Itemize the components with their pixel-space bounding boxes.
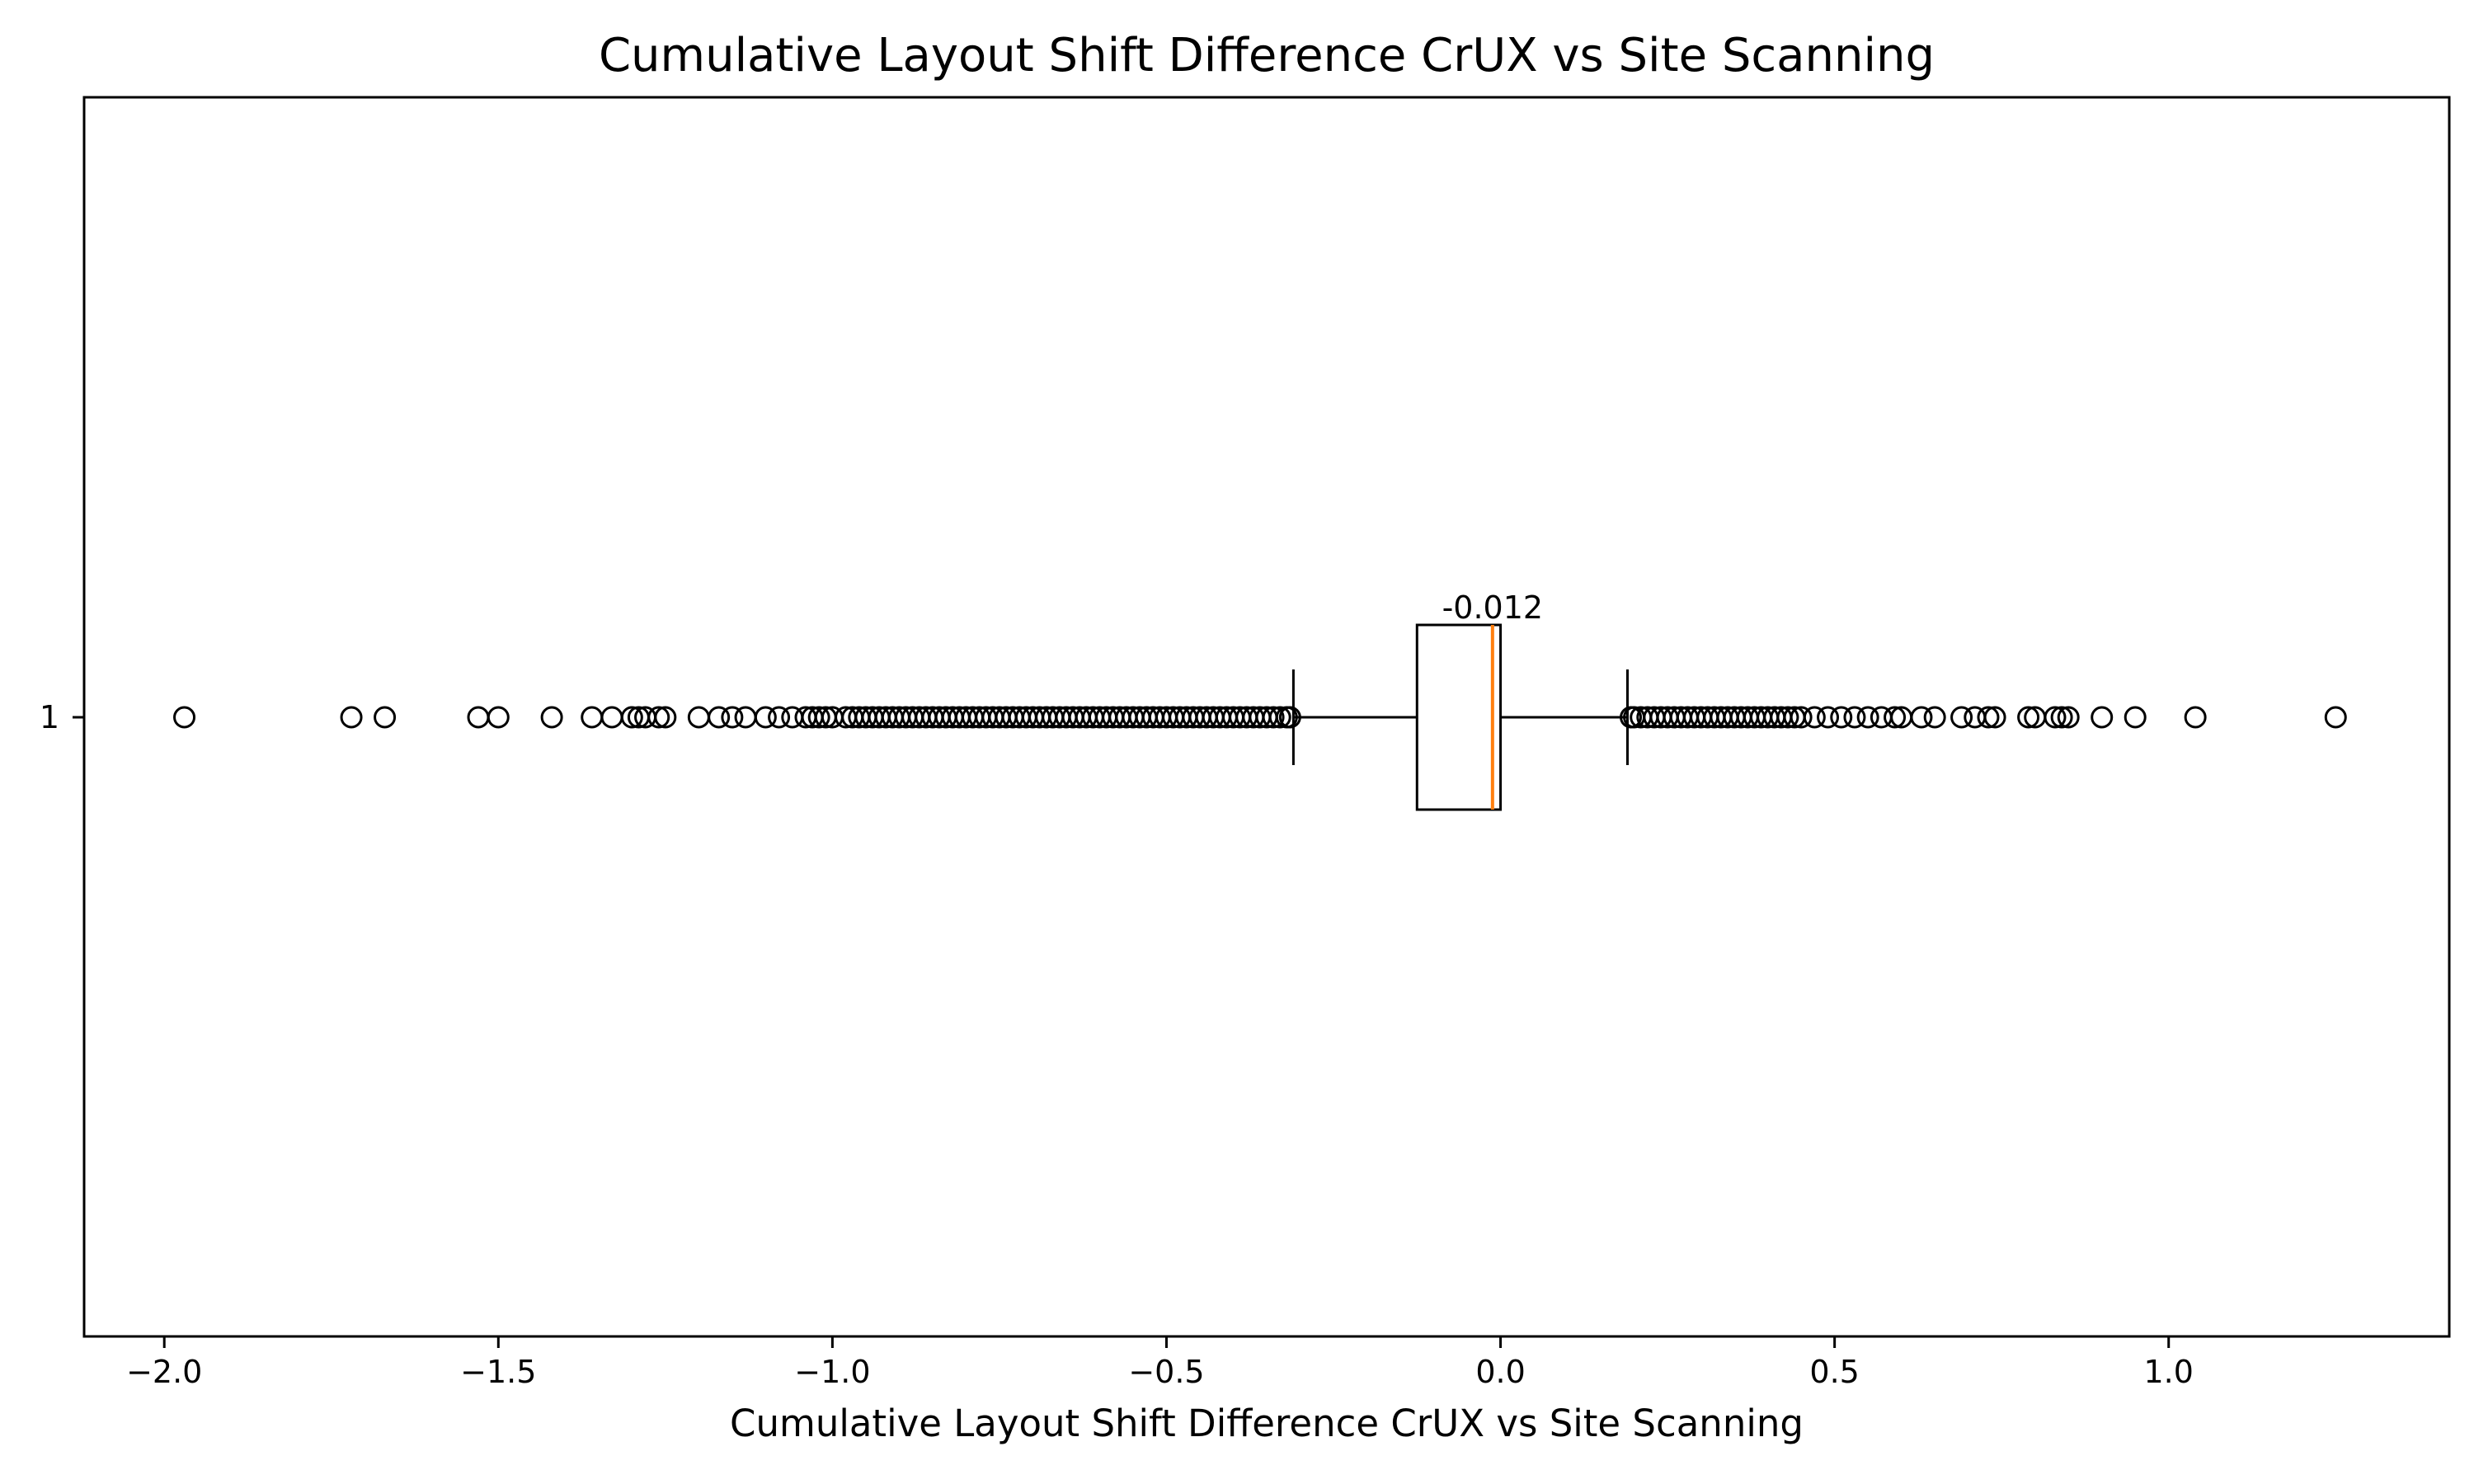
outlier-point — [1830, 706, 1853, 729]
outlier-point — [2324, 706, 2347, 729]
outlier-point — [2057, 706, 2080, 729]
outlier-point — [1950, 706, 1973, 729]
x-axis-label: Cumulative Layout Shift Difference CrUX … — [730, 1402, 1804, 1445]
outlier-point — [374, 706, 397, 729]
outlier-point — [1856, 706, 1879, 729]
outlier-point — [1910, 706, 1933, 729]
outlier-point — [647, 706, 670, 729]
x-axis-ticks: −2.0 −1.5 −1.0 −0.5 0.0 0.5 1.0 — [126, 1336, 2194, 1390]
outlier-point — [2017, 706, 2040, 729]
x-tick-label: −0.5 — [1128, 1354, 1204, 1390]
outlier-point — [2184, 706, 2207, 729]
outlier-point — [540, 706, 563, 729]
x-tick-label: 0.5 — [1809, 1354, 1859, 1390]
box-element — [1291, 623, 1629, 811]
outlier-point — [487, 706, 510, 729]
outlier-point — [467, 706, 490, 729]
outlier-point — [1923, 706, 1946, 729]
outlier-point — [687, 706, 710, 729]
plot-area-frame — [82, 96, 2451, 1338]
outlier-point — [2091, 706, 2114, 729]
outlier-point — [173, 706, 196, 729]
x-tick-label: 0.0 — [1475, 1354, 1525, 1390]
x-tick-label: 1.0 — [2144, 1354, 2194, 1390]
y-axis-ticks: 1 — [40, 699, 84, 735]
outlier-point — [620, 706, 643, 729]
outlier-point — [1790, 706, 1813, 729]
outlier-points — [173, 706, 2347, 729]
outlier-point — [1262, 706, 1285, 729]
y-tick-label: 1 — [40, 699, 59, 735]
outlier-point — [768, 706, 791, 729]
outlier-point — [807, 706, 830, 729]
median-value-label: -0.012 — [1442, 589, 1544, 626]
outlier-point — [340, 706, 363, 729]
chart-title: Cumulative Layout Shift Difference CrUX … — [599, 29, 1935, 82]
x-tick-label: −1.0 — [794, 1354, 870, 1390]
outlier-point — [1817, 706, 1840, 729]
outlier-point — [1884, 706, 1907, 729]
outlier-point — [1776, 706, 1799, 729]
outlier-point — [1268, 706, 1291, 729]
iqr-box — [1415, 623, 1503, 811]
outlier-point — [654, 706, 677, 729]
outlier-point — [2124, 706, 2147, 729]
outlier-point — [1803, 706, 1826, 729]
outlier-point — [600, 706, 623, 729]
outlier-point — [1983, 706, 2006, 729]
outlier-point — [708, 706, 731, 729]
outlier-point — [581, 706, 604, 729]
outlier-point — [754, 706, 777, 729]
outlier-point — [734, 706, 757, 729]
outlier-point — [1843, 706, 1866, 729]
x-tick-label: −1.5 — [460, 1354, 536, 1390]
x-tick-label: −2.0 — [126, 1354, 202, 1390]
outlier-point — [2050, 706, 2073, 729]
outlier-point — [2044, 706, 2067, 729]
outlier-point — [721, 706, 744, 729]
outlier-point — [1977, 706, 2000, 729]
